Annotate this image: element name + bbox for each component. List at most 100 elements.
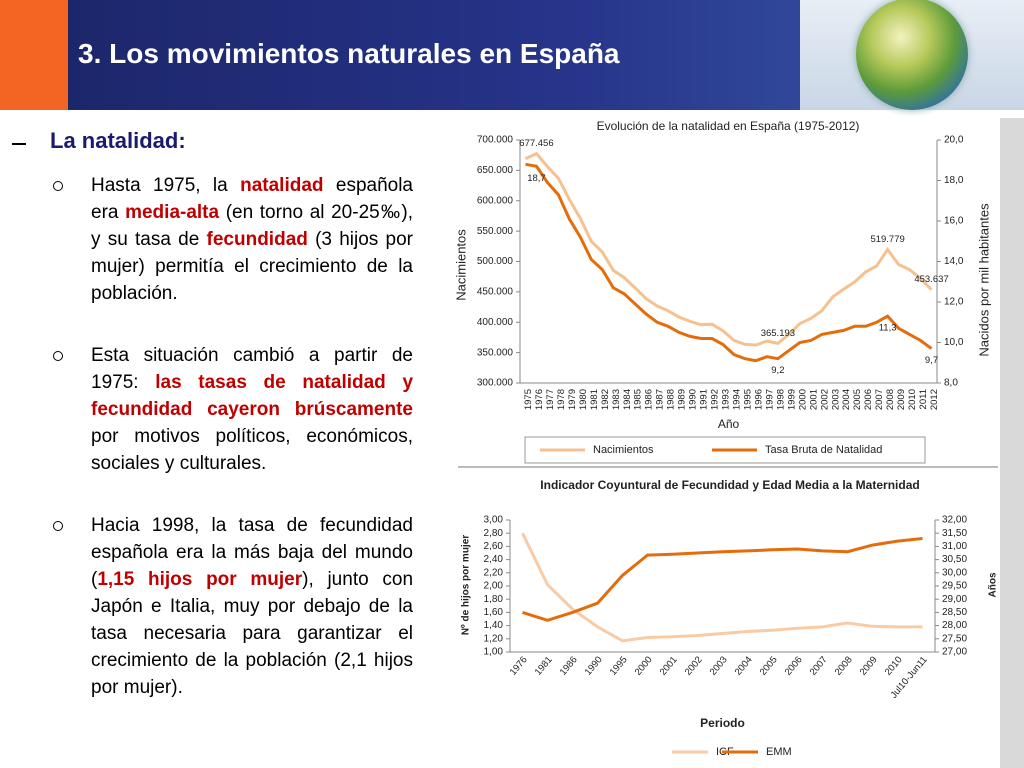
x-tick-label: 1990 <box>688 389 699 410</box>
x-tick-label: 1996 <box>753 389 764 410</box>
bullet-text: Esta situación cambió a partir de 1975: … <box>91 342 413 477</box>
bullet-text: Hasta 1975, la natalidad española era me… <box>91 172 413 307</box>
y-tick-label: 2,20 <box>484 567 504 578</box>
y-tick-label: 2,40 <box>484 554 504 565</box>
value-label: 365.193 <box>761 328 795 339</box>
data-line <box>524 151 933 347</box>
y-tick-label: 600.000 <box>477 195 514 206</box>
y2-tick-label: 30,50 <box>942 554 967 565</box>
y-tick-label: 550.000 <box>477 226 514 237</box>
y-tick-label: 1,60 <box>484 607 504 618</box>
header-accent <box>0 0 68 110</box>
x-tick-label: 1997 <box>764 389 775 410</box>
chart-title: Evolución de la natalidad en España (197… <box>597 119 860 133</box>
y-axis-label: Nacimientos <box>453 229 468 301</box>
x-tick-label: 1977 <box>545 389 556 410</box>
x-tick-label: 2011 <box>918 389 929 409</box>
globe-image <box>856 0 968 110</box>
section-heading: La natalidad: <box>50 128 186 153</box>
y-tick-label: 2,60 <box>484 541 504 552</box>
x-tick-label: 1978 <box>556 389 567 410</box>
x-axis-label: Año <box>718 417 740 431</box>
legend-label: Nacimientos <box>593 444 654 456</box>
y-axis-label: Nº de hijos por mujer <box>461 535 472 635</box>
y2-tick-label: 27,50 <box>942 633 967 644</box>
y-tick-label: 1,20 <box>484 633 504 644</box>
data-line <box>522 537 923 622</box>
x-tick-label: 1994 <box>732 389 743 410</box>
x-tick-label: 1987 <box>655 389 666 410</box>
bullet <box>53 351 63 361</box>
legend-label: Tasa Bruta de Natalidad <box>765 444 882 456</box>
value-label: 18,7 <box>527 173 546 184</box>
legend-label: EMM <box>766 746 792 758</box>
x-tick-label: 1998 <box>775 389 786 410</box>
emphasis: media-alta <box>125 202 220 223</box>
y-tick-label: 2,00 <box>484 581 504 592</box>
text-run: (3 hijos por mujer) permitía el crecimie… <box>91 229 413 304</box>
x-tick-label: 1976 <box>534 389 545 410</box>
y-tick-label: 1,80 <box>484 594 504 605</box>
slide-title: 3. Los movimientos naturales en España <box>78 38 620 69</box>
y2-axis-label: Años <box>988 572 999 597</box>
text-run: por motivos políticos, económicos, socia… <box>91 426 413 474</box>
y2-tick-label: 31,00 <box>942 541 967 552</box>
emphasis: fecundidad <box>206 229 308 250</box>
value-label: 519.779 <box>870 234 904 245</box>
x-tick-label: 2012 <box>929 389 940 410</box>
data-line <box>525 162 933 363</box>
y-tick-label: 450.000 <box>477 287 514 298</box>
x-tick-label: 1988 <box>666 389 677 410</box>
text-run: ), junto con Japón e Italia, muy por deb… <box>91 569 414 698</box>
x-tick-label: 1975 <box>523 389 534 410</box>
value-label: 9,2 <box>771 365 784 376</box>
y2-tick-label: 14,0 <box>944 256 964 267</box>
y2-tick-label: 32,00 <box>942 515 967 526</box>
y-tick-label: 300.000 <box>477 378 514 389</box>
y2-tick-label: 29,00 <box>942 594 967 605</box>
x-tick-label: 2006 <box>863 389 874 410</box>
x-tick-label: 2000 <box>797 389 808 410</box>
y2-tick-label: 28,50 <box>942 607 967 618</box>
y2-tick-label: 30,00 <box>942 567 967 578</box>
chart-background <box>455 115 1000 768</box>
y-tick-label: 400.000 <box>477 317 514 328</box>
x-axis-label: Periodo <box>700 716 745 730</box>
y2-tick-label: 31,50 <box>942 528 967 539</box>
y2-tick-label: 18,0 <box>944 175 964 186</box>
y-tick-label: 1,40 <box>484 620 504 631</box>
y-tick-label: 3,00 <box>484 515 504 526</box>
text-run: Hasta 1975, la <box>91 175 241 196</box>
x-tick-label: 2010 <box>907 389 918 410</box>
y-tick-label: 350.000 <box>477 347 514 358</box>
y-tick-label: 2,80 <box>484 528 504 539</box>
x-tick-label: 1982 <box>600 389 611 410</box>
chart-title: Indicador Coyuntural de Fecundidad y Eda… <box>540 478 919 492</box>
x-tick-label: 1981 <box>589 389 600 410</box>
x-tick-label: 1986 <box>644 389 655 410</box>
value-label: 9,7 <box>925 355 938 366</box>
data-line <box>521 532 923 643</box>
y-tick-label: 650.000 <box>477 165 514 176</box>
x-tick-label: 2008 <box>885 389 896 410</box>
x-tick-label: 1993 <box>721 389 732 410</box>
y2-axis-label: Nacidos por mil habitantes <box>976 203 991 357</box>
x-tick-label: 1999 <box>786 389 797 410</box>
x-tick-label: 2007 <box>874 389 885 410</box>
y2-tick-label: 20,0 <box>944 135 964 146</box>
legend-box <box>524 436 926 464</box>
x-tick-label: 1989 <box>677 389 688 410</box>
x-tick-label: 1980 <box>578 389 589 410</box>
x-tick-label: 2001 <box>808 389 819 410</box>
bullet <box>53 181 63 191</box>
value-label: 453.637 <box>914 274 948 285</box>
bullet <box>53 521 63 531</box>
y-tick-label: 700.000 <box>477 135 514 146</box>
text-run: Esta situación cambió a partir de 1975: <box>91 345 413 393</box>
x-tick-label: 1991 <box>699 389 710 410</box>
value-label: 11,3 <box>879 323 897 334</box>
x-tick-label: 2004 <box>841 389 852 410</box>
text-run: Hacia 1998, la tasa de fecundidad españo… <box>91 515 413 590</box>
